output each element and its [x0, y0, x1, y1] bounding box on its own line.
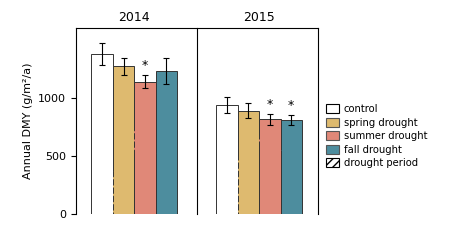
Legend: control, spring drought, summer drought, fall drought, drought period: control, spring drought, summer drought,…	[325, 103, 428, 169]
Bar	[113, 66, 134, 214]
Text: 2015: 2015	[243, 11, 275, 24]
Text: 2014: 2014	[118, 11, 150, 24]
Text: *: *	[288, 99, 294, 113]
Bar	[216, 105, 237, 214]
Bar	[237, 111, 259, 214]
Bar	[259, 136, 281, 146]
Bar	[156, 153, 177, 155]
Bar	[113, 171, 134, 214]
Bar	[237, 158, 259, 214]
Bar	[281, 150, 302, 151]
Bar	[156, 71, 177, 214]
Text: *: *	[142, 59, 148, 72]
Y-axis label: Annual DMY (g/m²/a): Annual DMY (g/m²/a)	[23, 63, 33, 179]
Bar	[134, 82, 156, 214]
Bar	[281, 120, 302, 214]
Bar	[259, 119, 281, 214]
Text: *: *	[267, 98, 273, 111]
Bar	[134, 127, 156, 155]
Bar	[91, 54, 113, 214]
